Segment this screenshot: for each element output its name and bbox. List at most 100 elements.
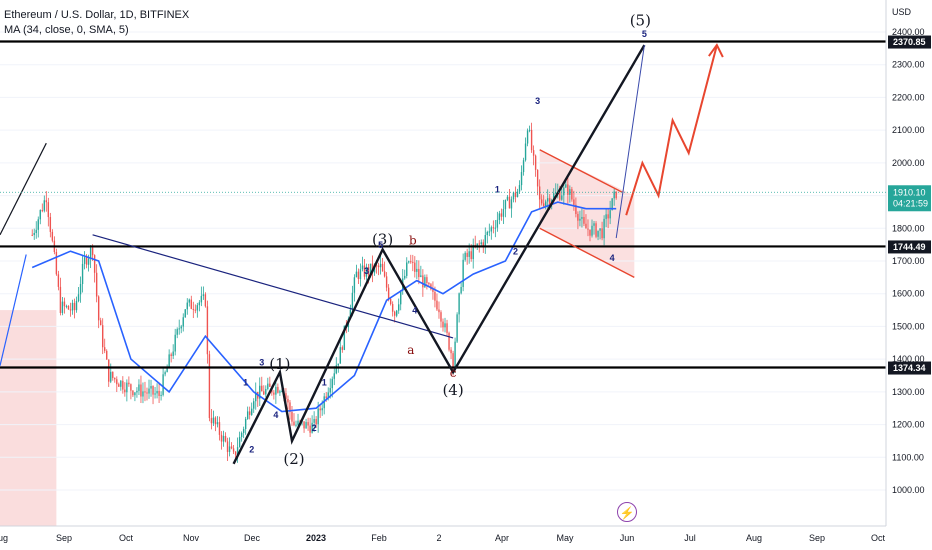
- level-price-tag: [888, 35, 931, 49]
- candle-body: [496, 219, 499, 228]
- candle-body: [589, 229, 591, 236]
- y-tick-label: 1700.00: [892, 256, 925, 266]
- x-tick-label: 2023: [306, 533, 326, 543]
- candle-body: [118, 384, 120, 387]
- candle-body: [273, 392, 275, 395]
- candle-body: [534, 155, 537, 170]
- wave-5-projection-line: [615, 45, 645, 239]
- candle-body: [57, 274, 60, 287]
- candle-body: [500, 213, 503, 217]
- candle-body: [182, 317, 184, 327]
- candle-body: [176, 329, 178, 335]
- candle-body: [488, 231, 491, 233]
- candle-body: [214, 417, 217, 425]
- diagonal-resistance-line: [92, 234, 454, 339]
- candle-body: [35, 229, 37, 233]
- candle-body: [150, 386, 152, 389]
- candle-body: [440, 312, 442, 322]
- channel-top-line: [539, 149, 623, 193]
- candle-body: [520, 172, 523, 186]
- candle-body: [492, 227, 495, 229]
- candle-body: [607, 214, 609, 219]
- candle-body: [134, 392, 136, 396]
- candle-body: [99, 320, 102, 326]
- candle-body: [63, 301, 66, 307]
- indicator-label: MA (34, close, 0, SMA, 5): [4, 24, 129, 36]
- candle-body: [285, 393, 287, 399]
- candle-body: [224, 435, 227, 442]
- candle-body: [61, 301, 64, 313]
- candle-body: [448, 332, 450, 350]
- candle-body: [208, 354, 211, 419]
- candle-body: [87, 258, 90, 265]
- candle-body: [424, 277, 426, 288]
- candle-body: [508, 196, 511, 209]
- candle-body: [313, 419, 315, 423]
- y-tick-label: 1100.00: [892, 452, 924, 462]
- candle-body: [128, 382, 130, 385]
- candle-body: [154, 393, 156, 395]
- candle-body: [337, 363, 339, 366]
- candle-body: [305, 422, 307, 429]
- candle-body: [514, 192, 517, 198]
- candle-body: [524, 143, 527, 161]
- candle-body: [542, 203, 545, 207]
- y-tick-label: 1600.00: [892, 289, 925, 299]
- candle-body: [530, 129, 533, 151]
- symbol-title: Ethereum / U.S. Dollar, 1D, BITFINEX: [4, 9, 190, 21]
- candle-body: [416, 268, 418, 272]
- candle-body: [59, 286, 62, 313]
- candle-body: [563, 187, 565, 196]
- forecast-arrow-head: [708, 43, 724, 58]
- candle-body: [512, 192, 515, 200]
- candle-body: [172, 351, 174, 356]
- minor-wave-label: 3: [364, 266, 369, 276]
- candle-body: [210, 418, 213, 424]
- candle-body: [130, 384, 132, 391]
- candle-body: [315, 419, 317, 425]
- candle-body: [357, 271, 360, 279]
- candle-body: [559, 191, 561, 200]
- minor-wave-label: 3: [259, 358, 264, 368]
- level-price-tag: [888, 240, 931, 254]
- candle-body: [331, 378, 333, 389]
- y-tick-label: 1000.00: [892, 485, 925, 495]
- candle-body: [236, 447, 239, 455]
- candle-body: [504, 199, 507, 210]
- candle-body: [196, 305, 199, 311]
- x-tick-label: Apr: [495, 533, 509, 543]
- x-tick-label: Jun: [620, 533, 635, 543]
- candle-body: [124, 389, 126, 393]
- candle-body: [494, 227, 497, 229]
- candle-body: [160, 394, 162, 396]
- candle-body: [307, 422, 309, 426]
- candle-body: [140, 384, 142, 397]
- candle-body: [238, 436, 241, 448]
- candle-body: [544, 201, 547, 207]
- candle-body: [327, 392, 329, 399]
- candle-body: [190, 299, 192, 309]
- x-tick-label: 2: [436, 533, 441, 543]
- candle-body: [97, 296, 100, 321]
- candle-body: [567, 184, 569, 195]
- candle-body: [101, 325, 104, 348]
- candle-body: [85, 257, 88, 265]
- level-price-label: 1374.34: [893, 363, 926, 373]
- candle-body: [502, 209, 505, 217]
- candle-body: [73, 302, 76, 311]
- candle-body: [460, 286, 462, 294]
- candle-body: [526, 130, 529, 144]
- minor-wave-label: 4: [610, 253, 615, 263]
- candle-body: [168, 354, 170, 368]
- lightning-icon[interactable]: ⚡: [617, 502, 637, 522]
- candle-body: [565, 184, 567, 188]
- minor-wave-label: 2: [513, 246, 518, 256]
- candle-body: [47, 202, 50, 218]
- elliott-wave-line: [232, 44, 646, 465]
- candle-body: [381, 263, 384, 272]
- candle-body: [116, 379, 118, 385]
- candle-body: [232, 448, 235, 452]
- x-tick-label: Jul: [684, 533, 696, 543]
- candle-body: [156, 390, 158, 394]
